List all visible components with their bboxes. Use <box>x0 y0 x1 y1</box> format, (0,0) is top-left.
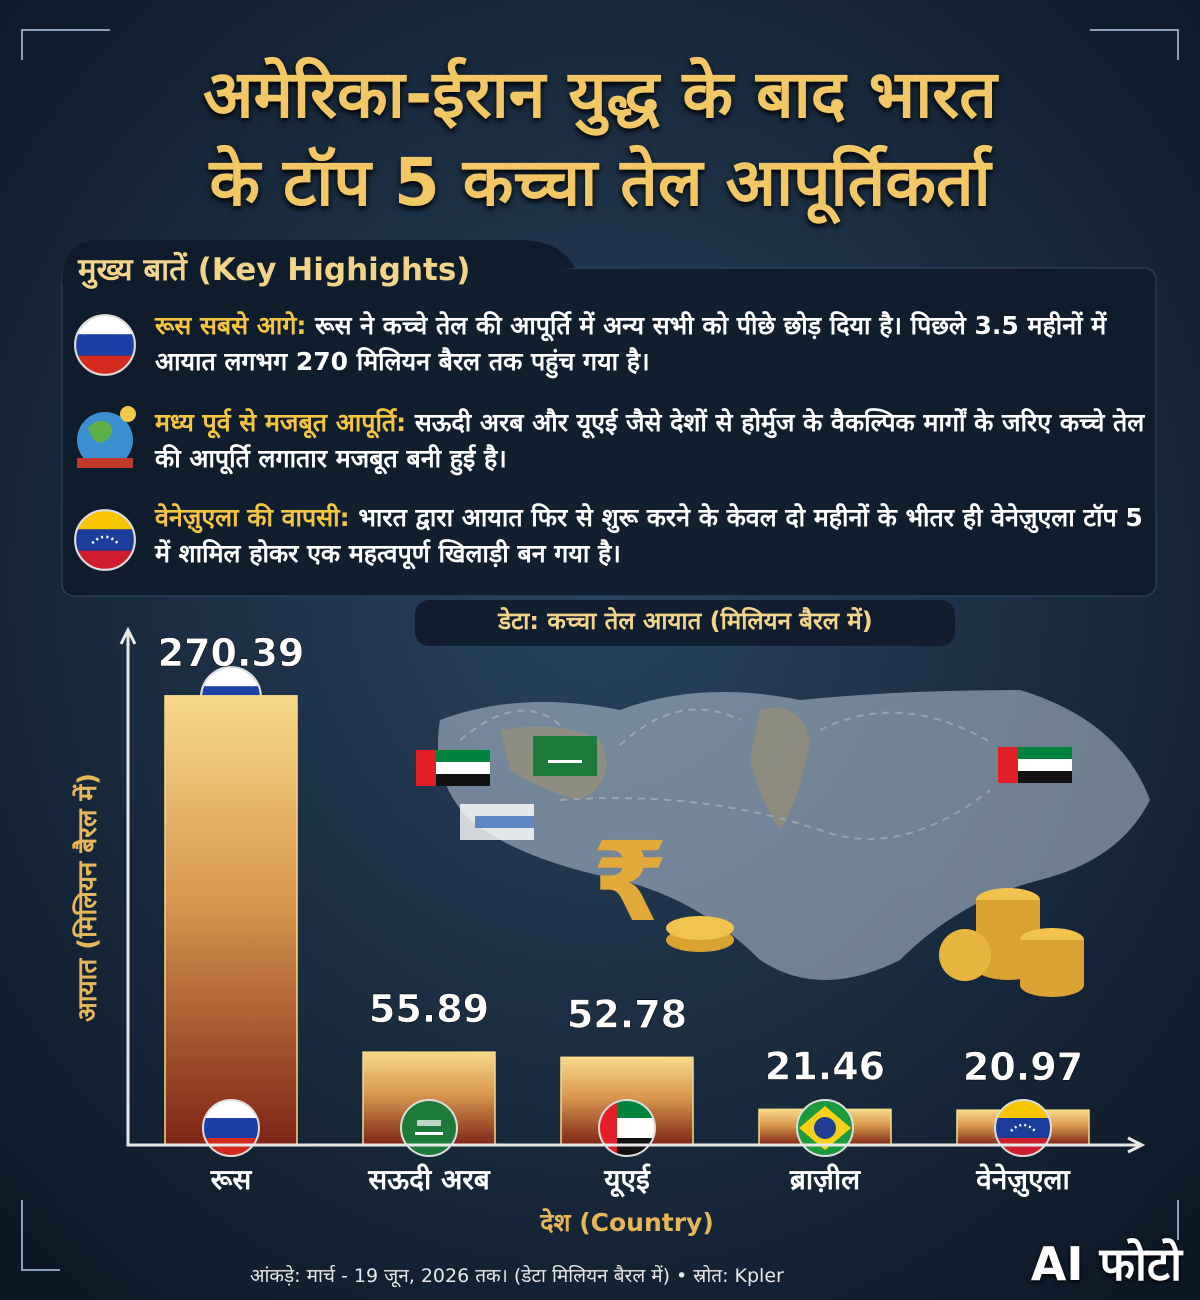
x-tick-label: रूस <box>210 1163 253 1196</box>
axis-arrows <box>119 626 1146 1154</box>
x-tick-label: वेनेज़ुएला <box>975 1163 1071 1197</box>
icon-globe <box>77 406 136 468</box>
map-decoration <box>438 690 1150 980</box>
watermark: AI फोटो <box>1030 1237 1182 1291</box>
y-axis-label: आयात (मिलियन बैरल में) <box>72 773 103 1022</box>
value-label: 21.46 <box>765 1044 885 1088</box>
coins-decoration: ₹ <box>592 818 1084 997</box>
axes <box>126 630 1140 1147</box>
highlight-text: सऊदी अरब और यूएई जैसे देशों से होर्मुज क… <box>155 408 1145 473</box>
value-label: 52.78 <box>567 992 687 1036</box>
highlight-lead: रूस सबसे आगे: <box>155 311 307 340</box>
highlight-item: मध्य पूर्व से मजबूत आपूर्ति: सऊदी अरब और… <box>155 405 1145 477</box>
x-axis-label: देश (Country) <box>539 1208 714 1237</box>
footer-note: आंकड़े: मार्च - 19 जून, 2026 तक। (डेटा म… <box>250 1265 784 1287</box>
highlight-text: भारत द्वारा आयात फिर से शुरू करने के केव… <box>155 503 1143 568</box>
chart-subtitle: डेटा: कच्चा तेल आयात (मिलियन बैरल में) <box>498 607 873 635</box>
x-tick-label: यूएई <box>603 1163 651 1198</box>
bar-chart: 270.39 रूस 55.89 सऊदी अरब 52.78 यूएई 21.46 ब्रा… <box>72 626 1146 1237</box>
frame-corners <box>21 29 1179 1271</box>
highlight-item: रूस सबसे आगे: रूस ने कच्चे तेल की आपूर्त… <box>155 308 1145 380</box>
x-tick-label: सऊदी अरब <box>367 1163 491 1196</box>
svg-text:₹: ₹ <box>592 818 669 946</box>
highlight-lead: वेनेज़ुएला की वापसी: <box>155 503 350 532</box>
x-tick-label: ब्राज़ील <box>789 1163 861 1196</box>
highlights-panel <box>61 267 1157 597</box>
highlights-tab <box>62 240 575 285</box>
highlights-heading: मुख्य बातें (Key Highights) <box>78 252 471 288</box>
value-label: 20.97 <box>963 1045 1083 1089</box>
bar <box>164 695 298 1146</box>
title-line: के टॉप 5 कच्चा तेल आपूर्तिकर्ता <box>209 144 991 221</box>
highlight-lead: मध्य पूर्व से मजबूत आपूर्ति: <box>155 408 407 437</box>
map-flags <box>416 736 1072 840</box>
value-label: 270.39 <box>158 631 305 675</box>
highlight-item: वेनेज़ुएला की वापसी: भारत द्वारा आयात फि… <box>155 500 1145 572</box>
subtitle-pill <box>415 600 955 646</box>
highlight-text: रूस ने कच्चे तेल की आपूर्ति में अन्य सभी… <box>155 311 1107 376</box>
value-label: 55.89 <box>369 987 489 1031</box>
title-line: अमेरिका-ईरान युद्ध के बाद भारत <box>203 56 997 133</box>
